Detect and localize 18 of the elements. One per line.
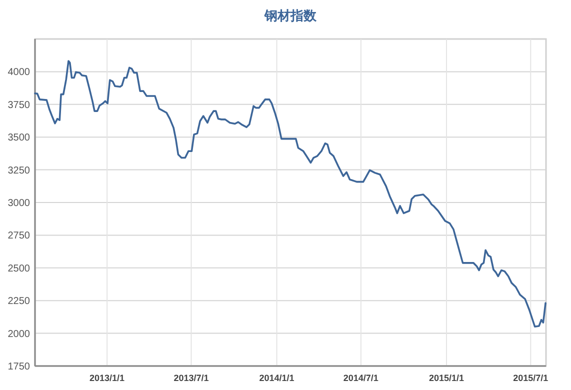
y-tick-label: 3750 [8,100,30,111]
y-tick-label: 2000 [8,328,30,340]
y-tick-label: 3250 [8,165,30,176]
chart-title: 钢材指数 [264,8,318,23]
x-tick-label: 2015/7/1 [513,373,548,383]
x-tick-label: 2015/1/1 [428,373,464,383]
y-tick-label: 3000 [8,198,30,209]
x-tick-label: 2014/1/1 [259,373,294,383]
x-tick-label: 2014/7/1 [343,373,378,383]
x-tick-label: 2013/7/1 [174,373,209,383]
y-tick-label: 3500 [8,132,30,144]
line-series [34,60,546,328]
x-tick-label: 2013/1/1 [90,373,125,383]
y-tick-label: 4000 [8,67,30,78]
y-tick-label: 2250 [8,296,30,308]
y-tick-label: 2750 [8,230,30,242]
y-tick-label: 1750 [8,362,30,372]
y-tick-label: 2500 [8,263,30,274]
